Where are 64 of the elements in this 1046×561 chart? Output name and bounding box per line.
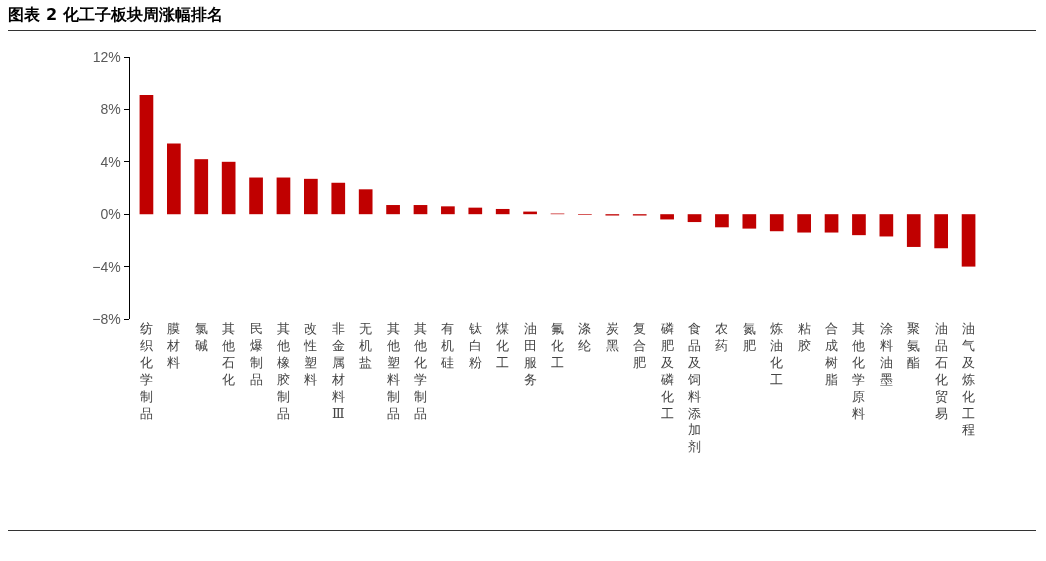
bar [495, 208, 510, 215]
x-tick-label: 氮肥 [742, 321, 756, 353]
x-tick-label: 纺织化学制品 [139, 321, 153, 421]
x-tick-label: 农药 [715, 321, 729, 353]
x-tick-label: 炭黑 [605, 321, 619, 353]
bar [769, 214, 784, 232]
x-tick-label: 其他化学原料 [852, 321, 866, 421]
bar [934, 214, 948, 249]
bar [660, 214, 674, 220]
x-tick-label: 其他石化 [222, 321, 236, 387]
x-tick-label: 聚氨酯 [907, 321, 921, 370]
bar [194, 159, 209, 215]
bar [906, 214, 921, 247]
bar [961, 214, 976, 267]
x-tick-label: 合成树脂 [825, 321, 839, 387]
x-tick-label: 改性塑料 [303, 321, 318, 387]
bar [441, 206, 455, 215]
bar [139, 94, 154, 215]
bar [879, 214, 894, 237]
x-tick-label: 油品石化贸易 [934, 321, 948, 421]
x-tick-label: 食品及饲料添加剂 [687, 321, 702, 455]
bar [852, 214, 866, 236]
x-tick-label: 炼油化工 [770, 321, 784, 387]
x-tick-label: 其他塑料制品 [386, 321, 400, 421]
y-tick-label: 12% [92, 48, 121, 65]
x-tick-label: 有机硅 [440, 321, 455, 370]
y-tick-label: 0% [100, 206, 121, 223]
x-tick-label: 氟化工 [551, 321, 564, 370]
x-tick-label: 油气及炼化工程 [962, 321, 976, 438]
y-tick-label: 4% [100, 153, 121, 170]
bar [331, 182, 346, 215]
x-tick-label: 其他化学制品 [413, 321, 427, 421]
bar [276, 177, 291, 215]
y-tick-label: 8% [100, 101, 121, 118]
x-tick-label: 非金属材料Ⅲ [330, 321, 345, 421]
bar [249, 177, 263, 215]
x-tick-label: 煤化工 [496, 321, 510, 370]
bar [413, 205, 428, 215]
bar [687, 214, 702, 223]
y-tick-label: −4% [92, 258, 121, 275]
x-tick-label: 油田服务 [523, 321, 537, 387]
bar [824, 214, 839, 233]
bar [742, 214, 757, 229]
bar [167, 143, 181, 215]
x-tick-label: 无机盐 [359, 321, 373, 370]
x-tick-label: 涤纶 [578, 321, 592, 353]
chart-title: 图表 2 化工子板块周涨幅排名 [8, 4, 223, 24]
x-tick-label: 复合肥 [633, 321, 647, 370]
y-tick-label: −8% [92, 310, 121, 327]
x-tick-label: 氯碱 [194, 321, 208, 353]
x-tick-label: 民爆制品 [249, 321, 263, 387]
bar [304, 178, 318, 215]
x-tick-label: 膜材料 [166, 321, 181, 370]
bar [468, 207, 483, 215]
bar [715, 214, 729, 228]
bar [386, 205, 400, 215]
x-tick-label: 其他橡胶制品 [276, 321, 290, 421]
x-tick-label: 涂料油墨 [879, 321, 893, 387]
bar [797, 214, 811, 233]
bar [221, 161, 236, 215]
x-tick-label: 磷肥及磷化工 [659, 321, 674, 421]
x-tick-label: 钛白粉 [467, 321, 482, 370]
x-tick-label: 粘胶 [797, 321, 811, 353]
bar [358, 189, 373, 215]
